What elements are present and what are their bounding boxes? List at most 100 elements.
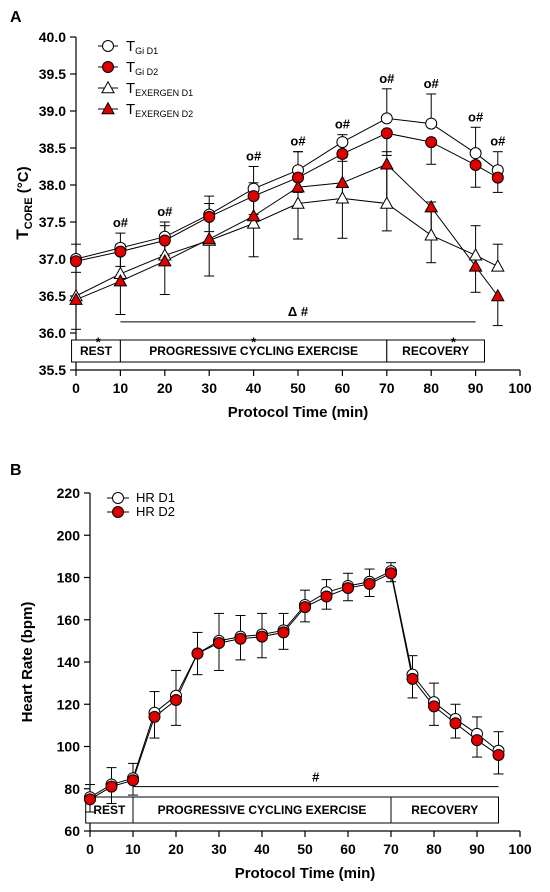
a-y-axis-label: TCORE (°C) (13, 166, 35, 239)
a-data-point (69, 292, 83, 305)
a-significance-marker: o# (113, 215, 129, 230)
b-data-point (299, 601, 311, 614)
b-legend-label: HR D1 (136, 490, 175, 505)
a-y-tick-label: 38.0 (39, 177, 66, 193)
chart-b: 60 80 100 120 140 160 180 200 220 0 10 20 30 40 50 60 70… (19, 485, 532, 882)
b-y-tick-label: 80 (64, 781, 80, 797)
b-data-point (406, 672, 419, 685)
a-data-point (70, 255, 82, 268)
a-significance-marker: o# (157, 204, 173, 219)
a-data-point (335, 191, 350, 204)
b-x-tick-label: 40 (254, 841, 270, 857)
b-data-point (127, 774, 139, 787)
a-y-tick-label: 35.5 (39, 362, 66, 378)
b-y-tick-label: 140 (57, 654, 81, 670)
b-y-tick-label: 120 (57, 696, 81, 712)
b-data-point (191, 647, 204, 660)
a-significance-marker: o# (335, 117, 351, 132)
a-data-point (425, 117, 438, 130)
b-data-point (213, 636, 225, 649)
b-data-point (363, 577, 376, 590)
b-y-tick-label: 180 (57, 570, 81, 586)
b-y-axis-label: Heart Rate (bpm) (19, 602, 36, 723)
a-x-tick-label: 30 (201, 380, 217, 396)
a-legend-marker (102, 61, 114, 73)
b-x-tick-label: 60 (340, 841, 356, 857)
a-data-point (380, 112, 393, 125)
b-y-tick-label: 100 (57, 739, 81, 755)
a-data-point (469, 159, 482, 172)
b-data-point (342, 582, 354, 595)
b-phase-box-2 (390, 796, 499, 824)
b-legend-marker (112, 492, 124, 504)
b-series-line-0 (89, 570, 499, 798)
a-significance-marker: o# (468, 109, 484, 124)
b-y-tick-label: 160 (57, 612, 81, 628)
a-legend-marker (101, 101, 115, 115)
a-data-point (424, 199, 439, 213)
a-phase-label-2: RECOVERY (402, 344, 469, 358)
a-data-point (379, 196, 394, 209)
a-data-point (491, 171, 504, 184)
a-legend-label: TGi D2 (126, 59, 158, 77)
a-data-point (424, 228, 439, 241)
a-significance-marker: o# (490, 134, 506, 149)
a-legend-label: TEXERGEN D1 (126, 80, 193, 98)
a-data-point (468, 247, 483, 261)
b-data-point (234, 632, 247, 645)
b-data-point (320, 590, 333, 603)
a-data-point (490, 259, 505, 272)
a-data-point (379, 156, 394, 170)
b-data-point (471, 734, 483, 747)
a-data-point (203, 210, 216, 223)
b-x-tick-label: 10 (125, 841, 141, 857)
a-significance-marker: o# (379, 71, 395, 86)
a-significance-marker: o# (290, 134, 306, 149)
a-x-tick-label: 20 (157, 380, 173, 396)
a-data-point (336, 147, 349, 160)
b-phase-label-2: RECOVERY (411, 803, 478, 817)
a-data-point (246, 216, 261, 229)
b-data-point (84, 793, 96, 806)
a-data-point (246, 208, 261, 222)
a-x-tick-label: 10 (113, 380, 129, 396)
a-series-line-3 (75, 163, 499, 301)
b-data-point (105, 780, 118, 793)
a-data-point (291, 179, 305, 193)
a-y-tick-label: 38.5 (39, 140, 66, 156)
b-x-tick-label: 20 (168, 841, 184, 857)
b-data-point (148, 710, 161, 723)
b-x-tick-label: 50 (297, 841, 313, 857)
b-x-tick-label: 100 (508, 841, 532, 857)
a-x-tick-label: 60 (335, 380, 351, 396)
a-data-point (114, 245, 127, 258)
b-data-point (256, 630, 268, 643)
b-data-point (385, 567, 397, 580)
a-data-point (247, 190, 260, 203)
a-star-label: * (251, 334, 257, 349)
b-data-point (428, 700, 440, 713)
a-data-point (202, 231, 217, 245)
b-hash-label: # (312, 770, 320, 785)
a-legend-label: TGi D1 (126, 38, 158, 56)
a-phase-box-2 (386, 339, 485, 363)
a-y-tick-label: 36.0 (39, 325, 66, 341)
a-significance-marker: o# (424, 76, 440, 91)
a-delta-label: Δ # (288, 304, 309, 319)
a-data-point (490, 288, 505, 302)
a-data-point (291, 196, 305, 209)
a-x-tick-label: 0 (72, 380, 80, 396)
b-data-point (277, 626, 290, 639)
a-y-tick-label: 40.0 (39, 29, 66, 45)
b-phase-box-1 (132, 796, 392, 824)
a-star-label: * (451, 334, 457, 349)
b-x-tick-label: 90 (469, 841, 485, 857)
b-x-axis-label: Protocol Time (min) (235, 865, 376, 882)
a-y-tick-label: 37.5 (39, 214, 66, 230)
b-x-tick-label: 30 (211, 841, 227, 857)
b-phase-label-0: REST (93, 803, 126, 817)
b-phase-label-1: PROGRESSIVE CYCLING EXERCISE (158, 803, 367, 817)
b-legend-marker (112, 506, 124, 518)
a-x-tick-label: 80 (423, 380, 439, 396)
